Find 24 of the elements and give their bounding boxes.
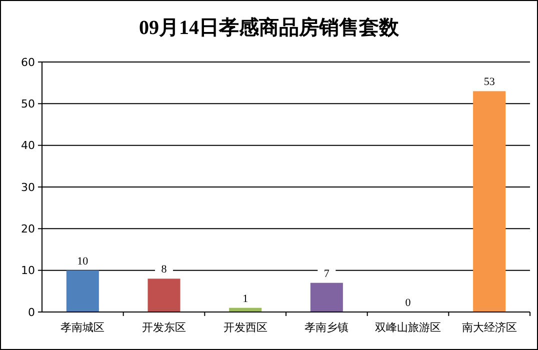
chart-title: 09月14日孝感商品房销售套数 [139, 16, 400, 39]
x-tick-label: 南大经济区 [462, 321, 517, 334]
x-tick-label: 孝南乡镇 [304, 321, 349, 334]
x-tick-label: 开发东区 [142, 321, 186, 334]
data-label: 1 [242, 292, 248, 305]
y-tick-label: 50 [21, 98, 35, 111]
y-tick-label: 60 [21, 56, 35, 69]
bar [148, 278, 180, 312]
y-tick-label: 30 [21, 180, 35, 194]
data-label: 7 [324, 268, 330, 280]
data-label: 53 [484, 76, 496, 88]
y-tick-label: 0 [28, 306, 35, 319]
data-label: 8 [161, 264, 168, 276]
y-tick-label: 10 [21, 264, 35, 278]
bar [310, 282, 343, 312]
data-label: 10 [77, 255, 89, 268]
x-tick-label: 双峰山旅游区 [375, 321, 441, 334]
x-tick-label: 开发西区 [223, 321, 268, 334]
bar [473, 91, 506, 312]
data-label: 0 [405, 297, 412, 309]
bar [66, 270, 99, 312]
y-tick-label: 40 [21, 139, 35, 152]
x-tick-label: 孝南城区 [60, 321, 105, 334]
y-tick-label: 20 [21, 222, 35, 236]
